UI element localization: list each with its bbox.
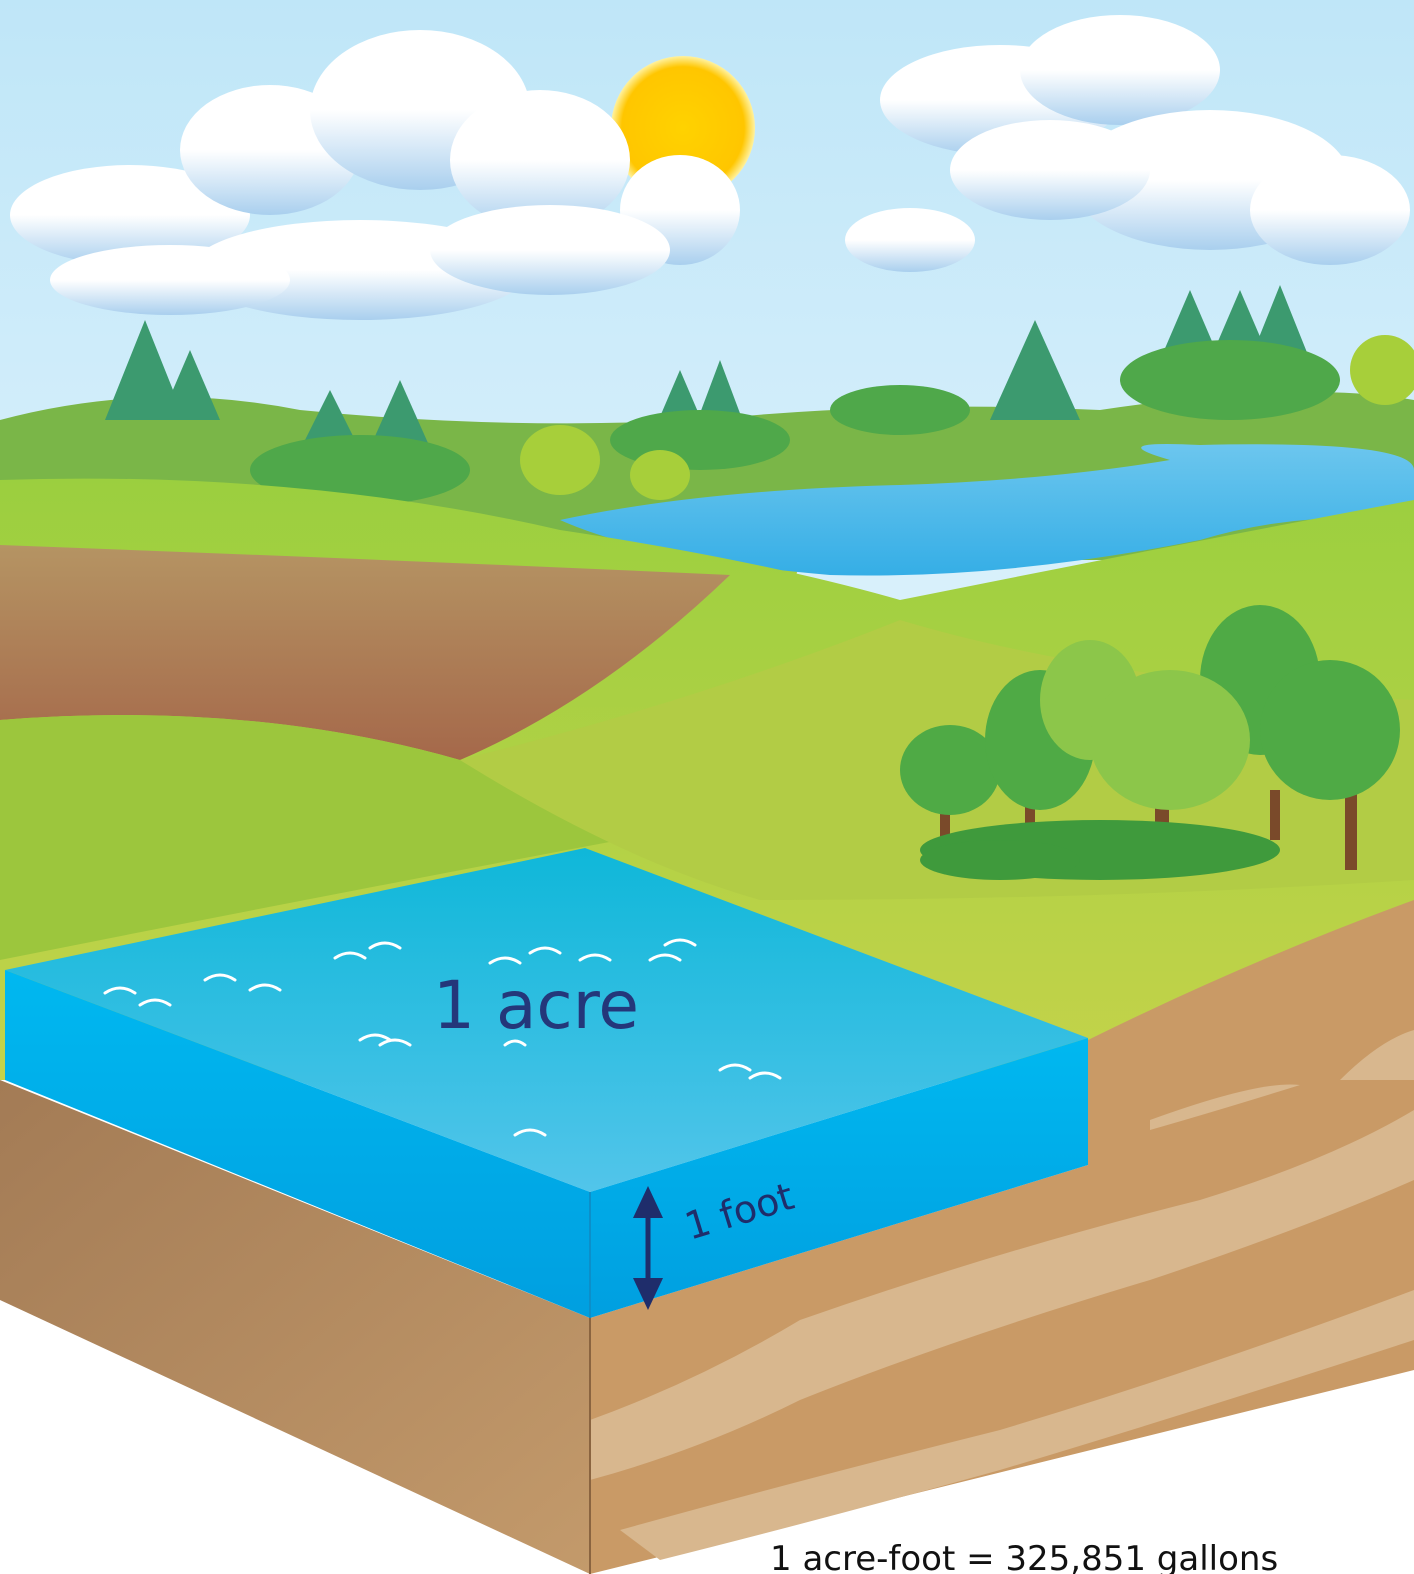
caption: 1 acre-foot = 325,851 gallons xyxy=(770,1539,1278,1574)
lake xyxy=(560,444,1414,576)
waves xyxy=(103,938,782,1137)
water-side xyxy=(590,1038,1088,1318)
water-front xyxy=(5,970,590,1318)
sun xyxy=(611,56,755,200)
area-label: 1 acre xyxy=(433,967,639,1044)
clouds xyxy=(10,15,1410,320)
soil-front xyxy=(0,1080,590,1574)
field xyxy=(0,545,730,760)
forest xyxy=(900,605,1400,880)
depth-arrow xyxy=(633,1186,663,1310)
water-surface xyxy=(5,848,1088,1192)
hill xyxy=(0,715,620,960)
soil-layers xyxy=(590,1030,1414,1560)
